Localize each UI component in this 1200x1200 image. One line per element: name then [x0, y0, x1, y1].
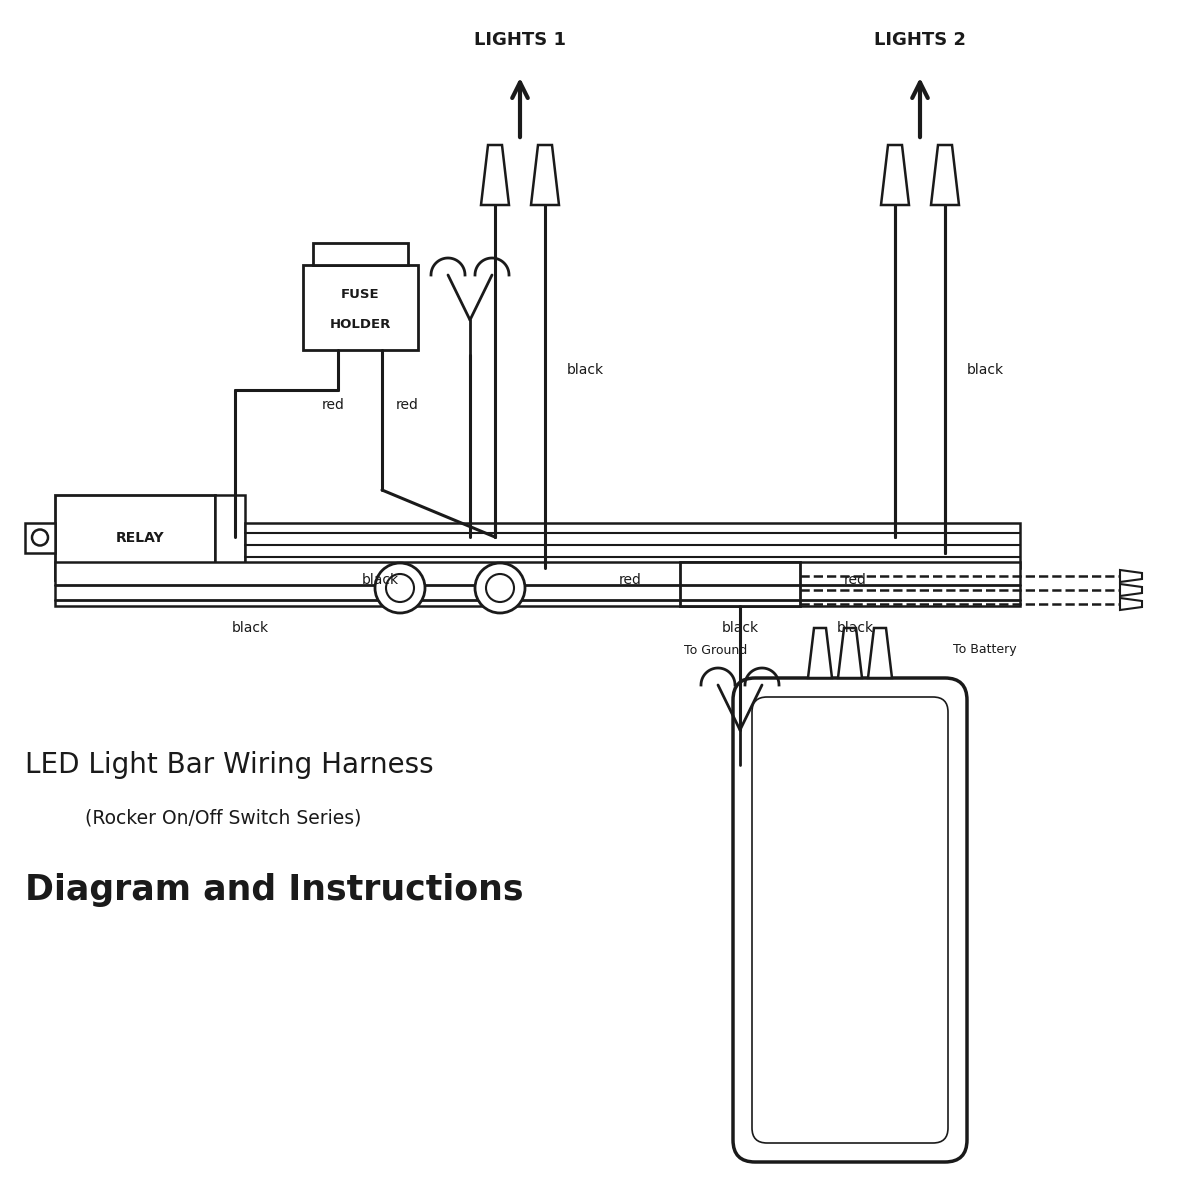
- Text: HOLDER: HOLDER: [329, 318, 391, 331]
- Bar: [312, 242, 408, 265]
- Polygon shape: [1120, 584, 1142, 596]
- Bar: [25, 522, 55, 552]
- Text: LIGHTS 1: LIGHTS 1: [474, 31, 566, 49]
- Text: To Ground: To Ground: [684, 643, 746, 656]
- Polygon shape: [881, 145, 910, 205]
- Polygon shape: [481, 145, 509, 205]
- Bar: [302, 265, 418, 350]
- Text: LED Light Bar Wiring Harness: LED Light Bar Wiring Harness: [25, 751, 433, 779]
- Bar: [215, 494, 245, 580]
- Text: black: black: [232, 622, 269, 635]
- Text: red: red: [618, 572, 642, 587]
- Polygon shape: [1120, 570, 1142, 582]
- FancyBboxPatch shape: [733, 678, 967, 1162]
- Text: Diagram and Instructions: Diagram and Instructions: [25, 874, 523, 907]
- Text: black: black: [721, 622, 758, 635]
- Bar: [55, 494, 215, 580]
- Text: red: red: [396, 398, 419, 412]
- Text: FUSE: FUSE: [341, 288, 379, 301]
- Text: black: black: [361, 572, 398, 587]
- Bar: [245, 522, 1020, 568]
- Text: LIGHTS 2: LIGHTS 2: [874, 31, 966, 49]
- Text: red: red: [844, 572, 866, 587]
- Text: RELAY: RELAY: [115, 530, 164, 545]
- Circle shape: [475, 563, 526, 613]
- Polygon shape: [868, 628, 892, 678]
- Polygon shape: [838, 628, 862, 678]
- Text: red: red: [322, 398, 344, 412]
- Polygon shape: [1120, 598, 1142, 610]
- Text: bgooter2010: bgooter2010: [462, 576, 578, 594]
- Text: To Battery: To Battery: [953, 643, 1016, 656]
- Text: black: black: [836, 622, 874, 635]
- Text: (Rocker On/Off Switch Series): (Rocker On/Off Switch Series): [85, 809, 361, 828]
- FancyBboxPatch shape: [752, 697, 948, 1142]
- Text: black: black: [966, 362, 1003, 377]
- Bar: [680, 562, 800, 606]
- Polygon shape: [530, 145, 559, 205]
- Circle shape: [386, 574, 414, 602]
- Circle shape: [486, 574, 514, 602]
- Circle shape: [374, 563, 425, 613]
- Bar: [55, 562, 1020, 606]
- Polygon shape: [808, 628, 832, 678]
- Circle shape: [32, 529, 48, 546]
- Text: black: black: [566, 362, 604, 377]
- Polygon shape: [931, 145, 959, 205]
